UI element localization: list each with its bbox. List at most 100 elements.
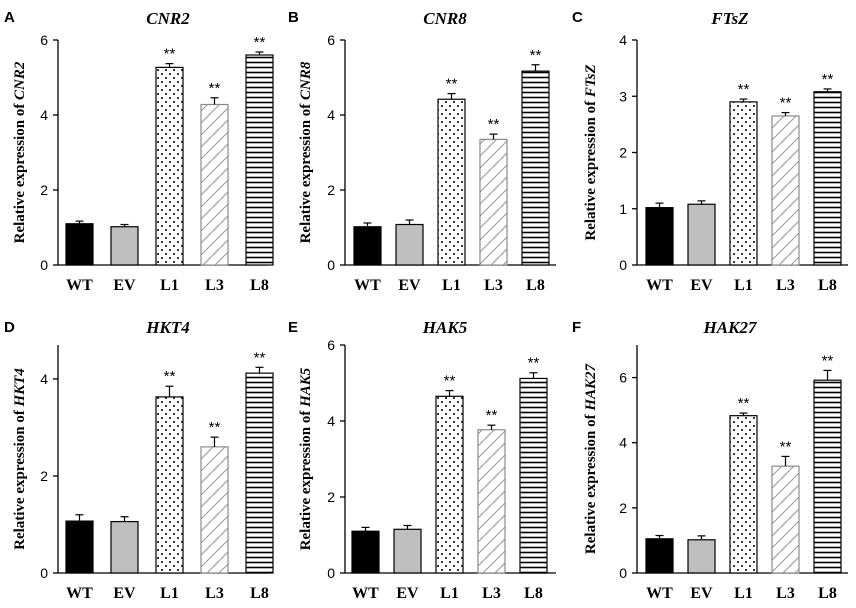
bar-l1 xyxy=(729,415,758,574)
y-tick-label: 2 xyxy=(40,468,48,484)
y-axis-label-gene: CNR2 xyxy=(12,61,28,100)
panel-letter: A xyxy=(4,9,15,26)
panel-title: HKT4 xyxy=(145,318,189,337)
panel-title: CNR2 xyxy=(146,9,190,28)
y-tick-label: 0 xyxy=(327,257,335,273)
x-tick-label-wt: WT xyxy=(646,277,673,294)
significance-l3: ** xyxy=(209,80,221,97)
y-axis-label: Relative expression of CNR2 xyxy=(12,61,28,243)
bar-l8 xyxy=(519,377,548,574)
y-tick-label: 6 xyxy=(327,337,335,353)
panel-letter: B xyxy=(288,9,299,26)
x-tick-label-l8: L8 xyxy=(526,277,545,294)
bar-ev xyxy=(687,203,716,266)
bar-wt xyxy=(645,207,674,266)
bar-wt xyxy=(353,226,382,266)
y-axis-label: Relative expression of HAK5 xyxy=(298,367,314,550)
x-tick-label-wt: WT xyxy=(66,277,93,294)
bar-l8 xyxy=(245,54,274,266)
bar-l3 xyxy=(771,115,800,266)
y-tick-label: 4 xyxy=(327,107,335,123)
panel-title: HAK27 xyxy=(703,318,758,337)
y-tick-label: 3 xyxy=(619,88,627,104)
significance-l3: ** xyxy=(486,407,498,424)
y-tick-label: 6 xyxy=(40,32,48,48)
significance-l8: ** xyxy=(528,355,540,372)
bar-l3 xyxy=(479,138,508,266)
x-tick-label-l1: L1 xyxy=(734,277,753,294)
x-tick-label-ev: EV xyxy=(690,277,713,294)
significance-l1: ** xyxy=(444,373,456,390)
y-tick-label: 2 xyxy=(619,145,627,161)
y-tick-label: 2 xyxy=(40,182,48,198)
x-tick-label-l3: L3 xyxy=(484,277,503,294)
y-axis-label-prefix: Relative expression of xyxy=(583,97,599,240)
y-axis-label-prefix: Relative expression of xyxy=(298,407,314,550)
significance-l8: ** xyxy=(254,34,266,51)
x-tick-label-l1: L1 xyxy=(734,585,753,602)
bar-l3 xyxy=(200,446,229,574)
bar-wt xyxy=(65,223,94,266)
panel-letter: D xyxy=(4,319,15,336)
bar-l3 xyxy=(200,103,229,266)
bar-l1 xyxy=(437,98,466,266)
bar-l8 xyxy=(813,379,842,574)
panel-letter: C xyxy=(572,9,583,26)
x-tick-label-wt: WT xyxy=(354,277,381,294)
x-tick-label-l3: L3 xyxy=(205,277,224,294)
significance-l3: ** xyxy=(780,95,792,112)
bar-l1 xyxy=(155,66,184,266)
x-tick-label-l3: L3 xyxy=(776,277,795,294)
x-tick-label-l3: L3 xyxy=(482,585,501,602)
y-tick-label: 4 xyxy=(40,371,48,387)
bar-l1 xyxy=(155,396,184,574)
y-axis-label-gene: HAK5 xyxy=(298,367,314,408)
y-axis-label: Relative expression of HAK27 xyxy=(583,363,599,554)
x-tick-label-l3: L3 xyxy=(776,585,795,602)
y-axis-label-prefix: Relative expression of xyxy=(583,411,599,554)
x-tick-label-l8: L8 xyxy=(250,277,269,294)
bar-ev xyxy=(687,539,716,574)
y-axis-label: Relative expression of HKT4 xyxy=(12,368,28,550)
significance-l3: ** xyxy=(488,116,500,133)
bar-wt xyxy=(645,538,674,574)
panel-title: CNR8 xyxy=(423,9,467,28)
y-axis-label-gene: CNR8 xyxy=(298,61,314,100)
y-axis-label: Relative expression of CNR8 xyxy=(298,61,314,243)
bar-ev xyxy=(110,226,139,266)
significance-l3: ** xyxy=(209,419,221,436)
panel-title: HAK5 xyxy=(422,318,468,337)
x-tick-label-l8: L8 xyxy=(250,585,269,602)
y-tick-label: 0 xyxy=(327,565,335,581)
significance-l8: ** xyxy=(530,47,542,64)
y-axis-label-gene: FTsZ xyxy=(583,64,599,98)
significance-l1: ** xyxy=(164,368,176,385)
bar-ev xyxy=(395,223,424,266)
bar-l3 xyxy=(477,429,506,574)
y-axis-label-prefix: Relative expression of xyxy=(12,100,28,243)
y-tick-label: 6 xyxy=(619,370,627,386)
y-tick-label: 0 xyxy=(619,257,627,273)
bar-l8 xyxy=(813,91,842,266)
significance-l1: ** xyxy=(164,46,176,63)
x-tick-label-wt: WT xyxy=(66,585,93,602)
bar-wt xyxy=(351,530,380,574)
x-tick-label-ev: EV xyxy=(113,277,136,294)
y-tick-label: 2 xyxy=(327,182,335,198)
bar-ev xyxy=(110,520,139,574)
y-tick-label: 2 xyxy=(327,489,335,505)
bar-l8 xyxy=(521,70,550,266)
y-tick-label: 4 xyxy=(619,435,627,451)
bar-l1 xyxy=(729,101,758,266)
panel-letter: F xyxy=(572,319,581,336)
bar-l3 xyxy=(771,465,800,574)
x-tick-label-l1: L1 xyxy=(160,585,179,602)
y-tick-label: 0 xyxy=(619,565,627,581)
bar-ev xyxy=(393,528,422,574)
significance-l1: ** xyxy=(738,395,750,412)
y-tick-label: 4 xyxy=(40,107,48,123)
